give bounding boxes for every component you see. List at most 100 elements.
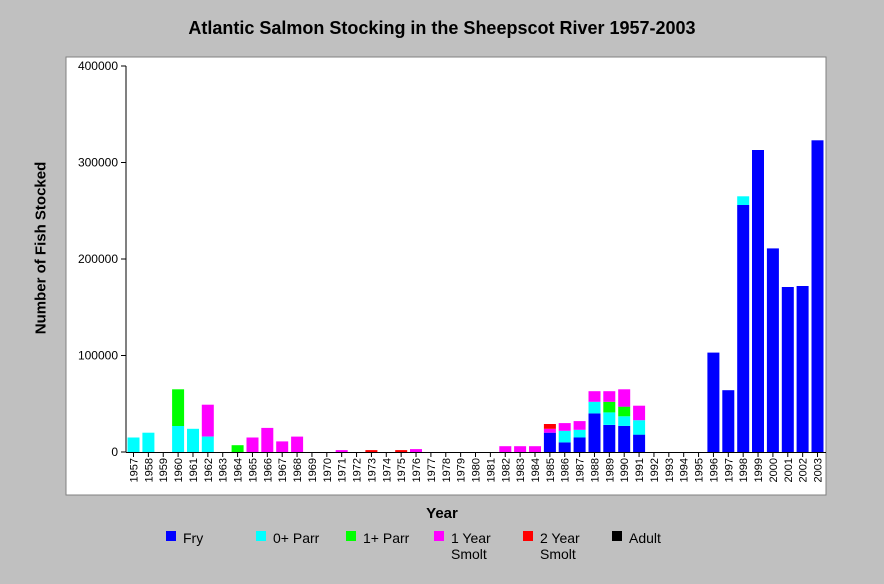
legend-label: Adult [629,530,719,546]
bar-1991-0-parr [633,420,646,435]
y-tick-label: 100000 [78,349,118,363]
x-tick-label: 1977 [426,458,438,482]
bar-1985-1-year-smolt [543,428,556,433]
bar-1962-0-parr [201,436,214,452]
bar-1999-fry [752,150,764,452]
bar-1983-1-year-smolt [514,446,527,452]
bar-1986-0-parr [558,430,571,443]
x-tick-label: 1980 [471,458,483,482]
legend-swatch [523,531,533,541]
x-axis-label: Year [426,505,458,522]
x-tick-label: 1965 [247,458,259,482]
x-tick-label: 1993 [664,458,676,482]
x-tick-label: 1973 [366,458,378,482]
y-axis-label: Number of Fish Stocked [32,161,50,335]
legend-swatch [612,531,622,541]
bar-1991-fry [633,434,646,452]
bar-1988-fry [588,413,601,452]
x-tick-label: 1994 [679,458,691,482]
x-tick-label: 1964 [233,458,245,482]
bar-1989-1-year-smolt [603,391,616,402]
y-tick-label: 200000 [78,252,118,266]
bar-1985-fry [543,432,556,452]
bar-1990-fry [618,425,631,452]
x-tick-label: 1983 [515,458,527,482]
x-tick-label: 1992 [649,458,661,482]
x-tick-label: 1963 [218,458,230,482]
bar-1966-1-year-smolt [261,427,274,452]
legend-swatch [166,531,176,541]
x-tick-label: 1985 [545,458,557,482]
bar-1991-1-year-smolt [633,405,646,421]
bar-2002-fry [796,286,809,452]
bar-1990-1-year-smolt [618,389,631,407]
bar-1968-1-year-smolt [291,436,304,452]
bar-1987-0-parr [573,429,586,438]
bar-1965-1-year-smolt [246,437,259,452]
legend-label: 1+ Parr [363,530,453,546]
x-tick-label: 1982 [500,458,512,482]
legend-label-line1: Fry [183,530,204,546]
legend-label-line2: Smolt [540,546,576,562]
bar-1961-0-parr [187,428,199,452]
x-tick-label: 1966 [262,458,274,482]
x-tick-label: 1975 [396,458,408,482]
x-tick-label: 1996 [708,458,720,482]
legend-label-line1: 1+ Parr [363,530,410,546]
chart-title: Atlantic Salmon Stocking in the Sheepsco… [188,18,696,38]
x-tick-label: 1981 [485,458,497,482]
bar-1971-1-year-smolt [335,450,348,452]
legend-label-line2: Smolt [451,546,487,562]
y-tick-label: 400000 [78,59,118,73]
bar-1960-1-parr [172,389,185,426]
x-tick-label: 1986 [560,458,572,482]
bar-1990-0-parr [618,416,631,426]
x-tick-label: 1962 [203,458,215,482]
x-tick-label: 1988 [589,458,601,482]
x-tick-label: 1958 [143,458,155,482]
legend-label-line1: 2 Year [540,530,580,546]
x-tick-label: 1978 [441,458,453,482]
bar-1958-0-parr [142,432,155,452]
bar-2000-fry [766,248,779,452]
legend-swatch [346,531,356,541]
bar-1957-0-parr [127,437,140,452]
bar-1984-1-year-smolt [529,446,541,452]
legend-swatch [434,531,444,541]
x-tick-label: 1970 [322,458,334,482]
x-tick-label: 1957 [129,458,141,482]
x-tick-label: 1995 [694,458,706,482]
bar-1986-1-year-smolt [558,423,571,431]
legend-label-line1: 1 Year [451,530,491,546]
bar-1988-0-parr [588,401,601,414]
bar-2001-fry [781,287,794,452]
x-tick-label: 1987 [575,458,587,482]
y-tick-label: 0 [111,445,118,459]
legend-label: 1 Year Smolt [451,530,541,562]
bar-1998-fry [737,205,750,452]
x-tick-label: 1991 [634,458,646,482]
bar-1973-2-year-smolt [365,450,378,452]
legend-label-line1: 0+ Parr [273,530,320,546]
x-tick-label: 1959 [158,458,170,482]
legend-swatch [256,531,266,541]
bar-1986-fry [558,442,571,452]
bar-1967-1-year-smolt [276,441,289,452]
bar-1990-1-parr [618,406,631,417]
x-tick-label: 2002 [798,458,810,482]
x-tick-label: 1997 [723,458,735,482]
x-tick-label: 1969 [307,458,319,482]
bar-1975-2-year-smolt [395,450,408,452]
y-tick-label: 300000 [78,156,118,170]
x-tick-label: 1971 [337,458,349,482]
x-tick-label: 1976 [411,458,423,482]
x-tick-label: 2000 [768,458,780,482]
x-tick-label: 1972 [352,458,364,482]
x-tick-label: 1974 [381,458,393,482]
x-tick-label: 1984 [530,458,542,482]
x-tick-label: 1989 [604,458,616,482]
bar-1976-1-year-smolt [410,449,422,452]
bar-1989-0-parr [603,412,616,425]
bar-1985-2-year-smolt [543,424,556,429]
